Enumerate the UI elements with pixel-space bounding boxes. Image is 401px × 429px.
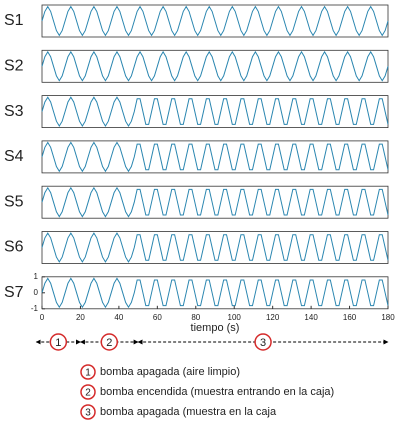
y-tick-label: 0 xyxy=(34,288,39,297)
panel-label: S4 xyxy=(4,148,24,165)
x-tick-label: 60 xyxy=(153,313,162,322)
signal-line xyxy=(41,50,389,82)
x-tick-label: 20 xyxy=(76,313,85,322)
signal-line xyxy=(41,141,389,173)
signal-line xyxy=(41,186,389,218)
legend-number: 1 xyxy=(85,368,91,379)
panel-label: S1 xyxy=(4,12,24,29)
x-tick-label: 160 xyxy=(343,313,357,322)
y-tick-label: 1 xyxy=(34,272,39,281)
x-tick-label: 140 xyxy=(304,313,318,322)
x-tick-label: 0 xyxy=(40,313,45,322)
legend-text: bomba apagada (aire limpio) xyxy=(100,366,240,378)
phase-number: 3 xyxy=(260,337,266,349)
legend-text: bomba apagada (muestra en la caja xyxy=(100,406,277,418)
x-axis-label: tiempo (s) xyxy=(191,322,240,334)
legend-text: bomba encendida (muestra entrando en la … xyxy=(100,386,334,398)
phase-number: 1 xyxy=(55,337,61,349)
panel-label: S6 xyxy=(4,239,24,256)
signal-line xyxy=(41,277,389,309)
panel-label: S7 xyxy=(4,284,24,301)
signal-line xyxy=(41,5,389,37)
signal-line xyxy=(41,232,389,263)
legend-number: 2 xyxy=(85,388,91,399)
panel-label: S3 xyxy=(4,103,24,120)
panel-label: S5 xyxy=(4,193,24,210)
phase-number: 2 xyxy=(106,337,112,349)
phase-badge xyxy=(254,333,272,351)
legend-badge xyxy=(80,384,96,400)
legend-badge xyxy=(80,364,96,380)
legend-badge xyxy=(80,404,96,420)
x-tick-label: 80 xyxy=(191,313,200,322)
phase-badge xyxy=(100,333,119,351)
phase-badge xyxy=(49,333,68,351)
panel-label: S2 xyxy=(4,58,24,75)
y-tick-label: -1 xyxy=(31,304,39,313)
signal-line xyxy=(41,96,389,127)
x-tick-label: 40 xyxy=(114,313,123,322)
x-tick-label: 100 xyxy=(228,313,242,322)
x-tick-label: 120 xyxy=(266,313,280,322)
x-tick-label: 180 xyxy=(381,313,395,322)
legend-number: 3 xyxy=(85,408,91,419)
